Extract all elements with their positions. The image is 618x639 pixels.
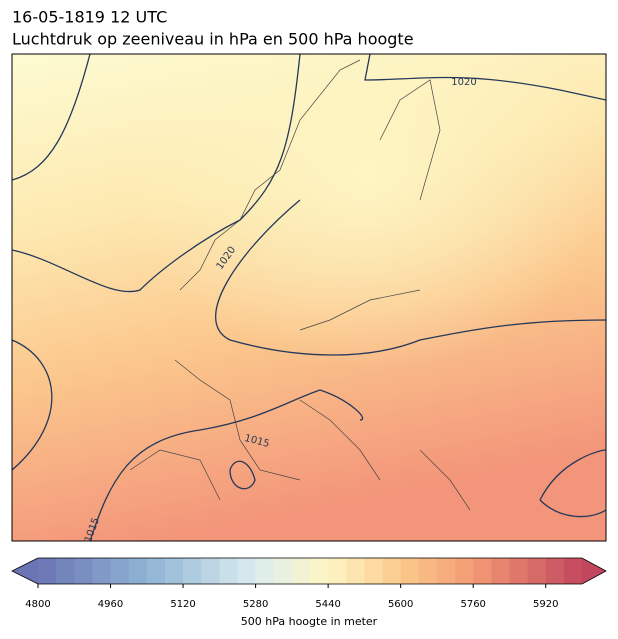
map-frame bbox=[11, 53, 607, 542]
colorbar-segment bbox=[328, 558, 347, 584]
colorbar-segment bbox=[563, 558, 583, 584]
title: 16-05-1819 12 UTC bbox=[12, 8, 167, 27]
colorbar-segment bbox=[56, 558, 75, 584]
tick-label: 5600 bbox=[388, 599, 413, 610]
subtitle: Luchtdruk op zeeniveau in hPa en 500 hPa… bbox=[12, 30, 414, 49]
colorbar-segment bbox=[400, 558, 420, 584]
tick-label: 5920 bbox=[533, 599, 558, 610]
colorbar: 4800 4960 5120 5280 5440 5600 5760 5920 bbox=[11, 557, 607, 610]
colorbar-segment bbox=[418, 558, 438, 584]
colorbar-segment bbox=[509, 558, 528, 584]
colorbar-segment bbox=[364, 558, 383, 584]
colorbar-segment bbox=[473, 558, 492, 584]
colorbar-segment bbox=[146, 558, 166, 584]
colorbar-segment bbox=[436, 558, 456, 584]
colorbar-segment bbox=[110, 558, 129, 584]
colorbar-segment bbox=[128, 558, 148, 584]
colorbar-segment bbox=[455, 558, 474, 584]
tick-label: 5280 bbox=[243, 599, 268, 610]
colorbar-segment bbox=[92, 558, 111, 584]
colorbar-segment bbox=[237, 558, 256, 584]
colorbar-segment bbox=[255, 558, 275, 584]
tick-label: 5120 bbox=[170, 599, 195, 610]
tick-label: 5760 bbox=[460, 599, 485, 610]
contour-label: 1020 bbox=[451, 77, 476, 88]
colorbar-segment bbox=[183, 558, 202, 584]
colorbar-arrow bbox=[582, 558, 606, 584]
colorbar-label: 500 hPa hoogte in meter bbox=[241, 615, 378, 628]
colorbar-segment bbox=[346, 558, 365, 584]
colorbar-segment bbox=[545, 558, 565, 584]
colorbar-segment bbox=[527, 558, 547, 584]
colorbar-arrow bbox=[12, 558, 38, 584]
tick-label: 4800 bbox=[25, 599, 50, 610]
colorbar-segment bbox=[164, 558, 184, 584]
colorbar-segment bbox=[491, 558, 510, 584]
tick-label: 5440 bbox=[315, 599, 340, 610]
colorbar-segment bbox=[38, 558, 57, 584]
colorbar-segment bbox=[273, 558, 293, 584]
colorbar-segment bbox=[382, 558, 401, 584]
colorbar-segment bbox=[74, 558, 93, 584]
colorbar-segment bbox=[310, 558, 329, 584]
map: 1020 1020 1015 1015 bbox=[12, 54, 606, 541]
colorbar-segment bbox=[219, 558, 238, 584]
colorbar-segment bbox=[291, 558, 311, 584]
colorbar-outline bbox=[11, 557, 607, 585]
colorbar-segment bbox=[201, 558, 220, 584]
tick-label: 4960 bbox=[98, 599, 123, 610]
